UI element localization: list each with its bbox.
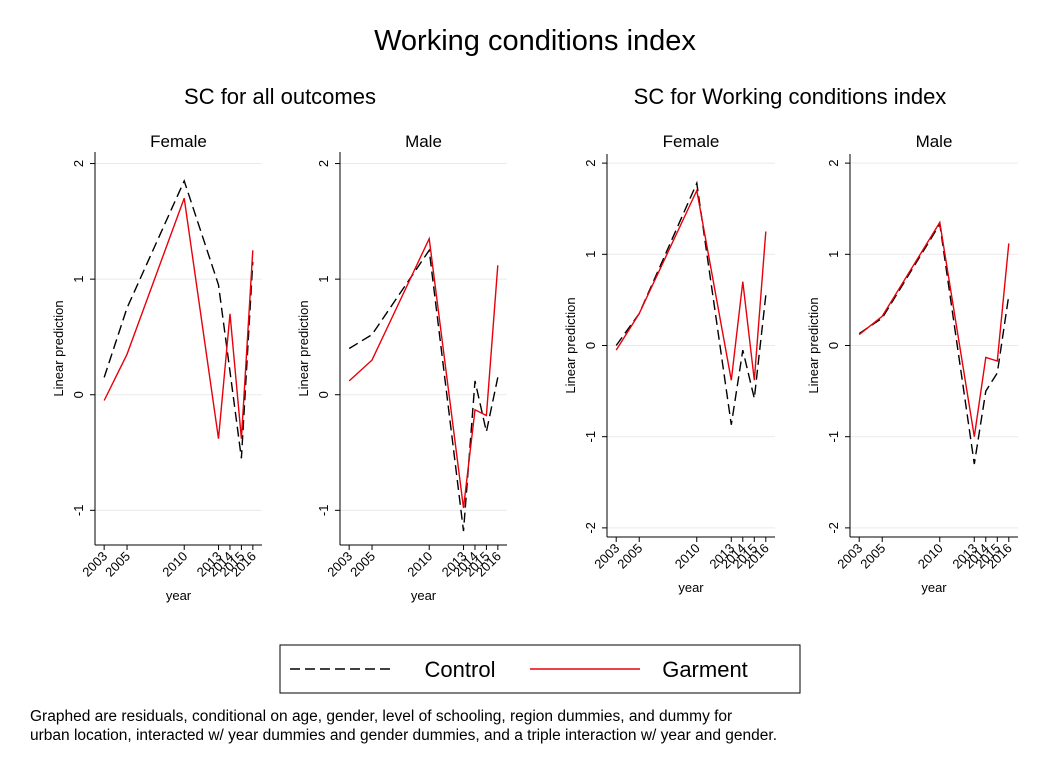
y-tick-label: -1 (826, 431, 841, 443)
y-tick-label: 0 (826, 342, 841, 349)
series-line (103, 178, 254, 459)
x-axis-title: year (921, 580, 947, 595)
y-tick-label: 2 (583, 160, 598, 167)
panel-title: Female (150, 132, 207, 151)
note-line: urban location, interacted w/ year dummi… (30, 727, 777, 744)
legend-label: Garment (662, 657, 748, 682)
y-tick-label: 0 (71, 391, 86, 398)
y-tick-label: -1 (71, 505, 86, 517)
x-tick-label: 2005 (614, 541, 645, 572)
series-line (858, 220, 1010, 437)
series-line (348, 248, 499, 532)
series-line (615, 180, 767, 425)
group-title: SC for Working conditions index (634, 84, 947, 109)
x-tick-label: 2003 (834, 541, 865, 572)
series-line (103, 197, 254, 439)
y-axis-title: Linear prediction (563, 297, 578, 393)
x-tick-label: 2003 (324, 549, 355, 580)
y-tick-label: 1 (583, 251, 598, 258)
x-axis-title: year (678, 580, 704, 595)
x-tick-label: 2010 (915, 541, 946, 572)
x-tick-label: 2010 (672, 541, 703, 572)
x-tick-label: 2010 (159, 549, 190, 580)
x-tick-label: 2010 (404, 549, 435, 580)
x-tick-label: 2005 (347, 549, 378, 580)
panel-title: Male (916, 132, 953, 151)
series-line (615, 188, 767, 381)
y-axis-title: Linear prediction (51, 300, 66, 396)
y-tick-label: 0 (316, 391, 331, 398)
x-tick-label: 2003 (79, 549, 110, 580)
panel-title: Male (405, 132, 442, 151)
note-line: Graphed are residuals, conditional on ag… (30, 708, 732, 725)
figure-title: Working conditions index (374, 25, 696, 57)
group-title: SC for all outcomes (184, 84, 376, 109)
y-axis-title: Linear prediction (296, 300, 311, 396)
y-tick-label: 2 (316, 160, 331, 167)
x-axis-title: year (166, 588, 192, 603)
y-tick-label: 1 (316, 276, 331, 283)
y-tick-label: -1 (316, 505, 331, 517)
y-tick-label: -2 (826, 522, 841, 534)
y-tick-label: 0 (583, 342, 598, 349)
legend-box (279, 644, 801, 694)
y-tick-label: -1 (583, 431, 598, 443)
legend-label: Control (425, 657, 496, 682)
y-tick-label: -2 (583, 522, 598, 534)
x-axis-title: year (411, 588, 437, 603)
y-tick-label: 1 (71, 276, 86, 283)
x-tick-label: 2005 (857, 541, 888, 572)
y-tick-label: 2 (826, 160, 841, 167)
x-tick-label: 2003 (591, 541, 622, 572)
series-line (858, 222, 1010, 465)
y-tick-label: 1 (826, 251, 841, 258)
y-tick-label: 2 (71, 160, 86, 167)
panel-title: Female (663, 132, 720, 151)
series-line (348, 236, 499, 509)
y-axis-title: Linear prediction (806, 297, 821, 393)
x-tick-label: 2005 (102, 549, 133, 580)
